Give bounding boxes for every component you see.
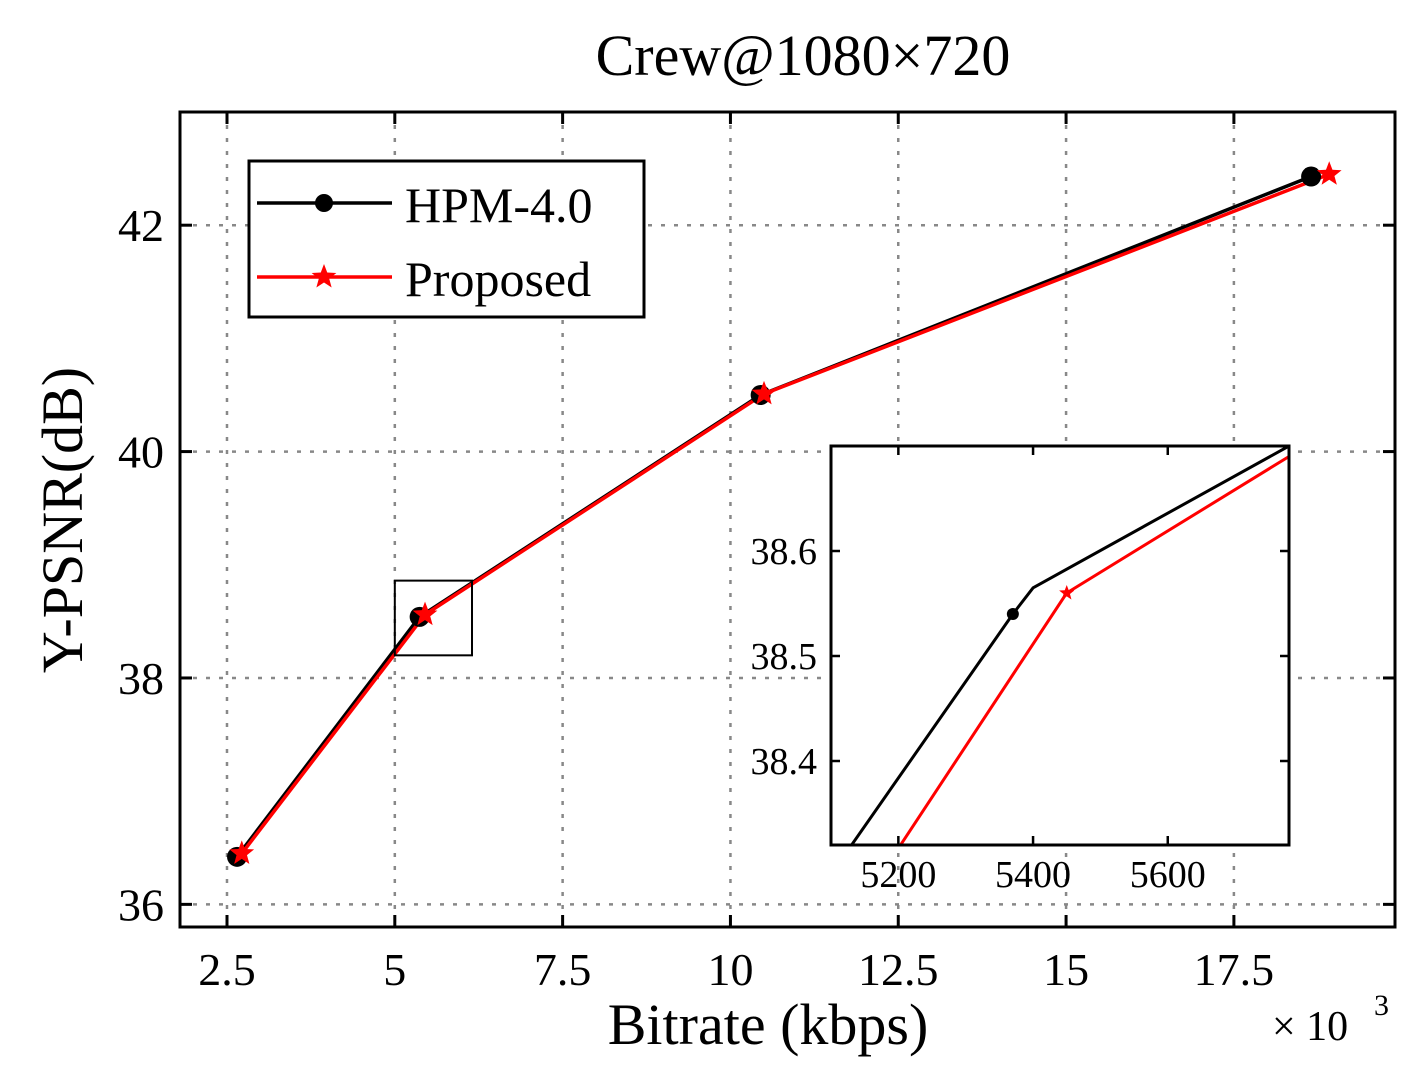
x-tick-label: 15	[1043, 944, 1089, 995]
data-point-proposed	[751, 380, 777, 405]
data-point-proposed	[412, 601, 438, 626]
legend-label-hpm: HPM-4.0	[405, 177, 593, 233]
y-tick-label: 42	[118, 200, 164, 251]
inset-data-point-hpm	[1006, 608, 1019, 620]
x-tick-label: 5	[383, 944, 406, 995]
y-tick-label: 38	[118, 653, 164, 704]
x-axis-multiplier: × 10 3	[1272, 989, 1389, 1050]
axis-ticks: 2.5 5 7.5 10 12.5 15 17.5 36 38 40 42	[118, 112, 1395, 995]
x-tick-label: 17.5	[1194, 944, 1275, 995]
series-line-1	[240, 172, 1330, 855]
inset-chart: 5200 5400 5600 38.4 38.5 38.6	[751, 444, 1291, 896]
inset-axis-ticks: 5200 5400 5600 38.4 38.5 38.6	[751, 446, 1289, 896]
legend-box	[247, 159, 646, 319]
data-point-proposed	[1316, 161, 1342, 185]
inset-y-tick-label: 38.4	[751, 741, 818, 783]
y-tick-label: 40	[118, 427, 164, 478]
inset-x-tick-label: 5600	[1130, 854, 1206, 896]
x-tick-label: 7.5	[534, 944, 592, 995]
main-series-markers	[227, 161, 1342, 867]
x-axis-multiplier-exponent: 3	[1374, 989, 1389, 1022]
chart-title: Crew@1080×720	[596, 23, 1011, 88]
x-tick-label: 2.5	[198, 944, 256, 995]
legend: HPM-4.0 Proposed	[247, 159, 646, 319]
main-series-lines	[235, 172, 1330, 858]
x-axis-multiplier-label: × 10	[1272, 1004, 1348, 1050]
x-tick-label: 12.5	[858, 944, 939, 995]
x-axis-label: Bitrate (kbps)	[608, 992, 929, 1057]
inset-series-markers	[1006, 585, 1075, 620]
inset-x-tick-label: 5200	[860, 854, 936, 896]
legend-marker-proposed	[311, 264, 337, 288]
plot-frame	[178, 110, 1397, 929]
legend-marker-hpm	[315, 194, 333, 212]
data-point-proposed	[229, 840, 255, 864]
inset-frame	[829, 444, 1291, 847]
inset-series-line-0	[849, 446, 1289, 845]
y-tick-label: 36	[118, 879, 164, 930]
data-point-hpm	[1301, 166, 1322, 187]
x-tick-label: 10	[707, 944, 753, 995]
inset-background	[831, 446, 1289, 845]
y-axis-label: Y-PSNR(dB)	[30, 367, 95, 673]
inset-y-tick-label: 38.5	[751, 636, 818, 678]
inset-x-tick-label: 5400	[995, 854, 1071, 896]
inset-y-tick-label: 38.6	[751, 531, 818, 573]
legend-label-proposed: Proposed	[405, 251, 591, 307]
inset-data-point-proposed	[1059, 585, 1075, 600]
zoom-region-box	[393, 579, 474, 657]
